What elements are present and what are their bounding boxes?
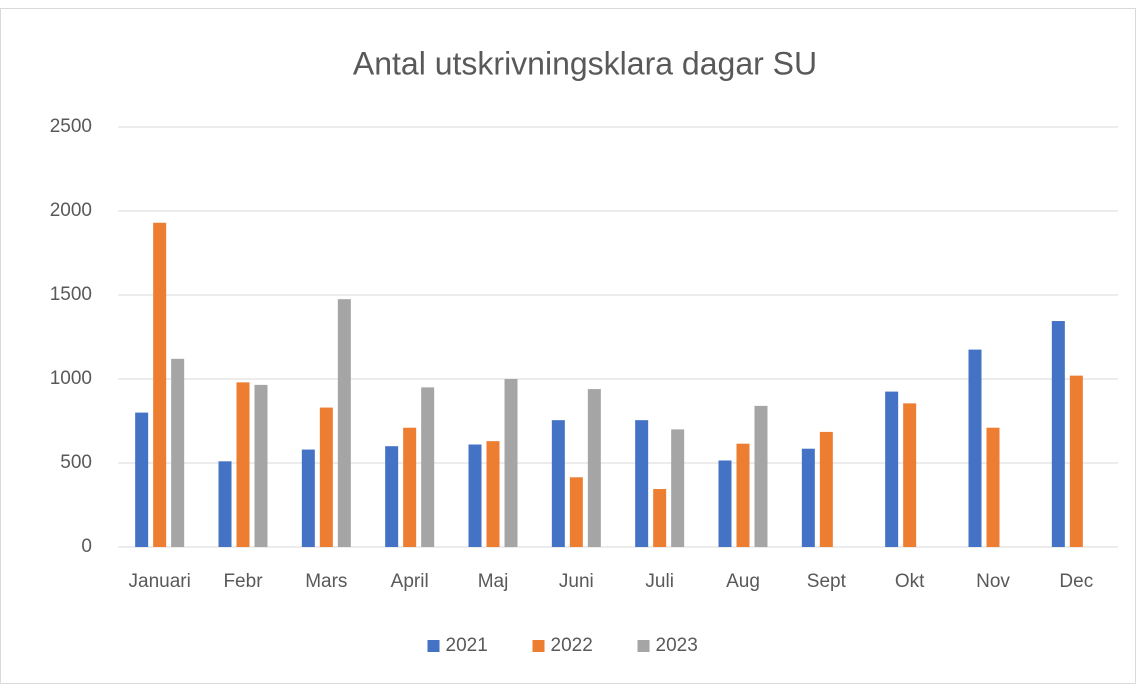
bar [1051,321,1065,547]
x-tick-label: Aug [726,571,760,592]
x-tick-label: Okt [895,571,925,592]
y-tick-label: 1000 [50,368,92,389]
legend-swatch [532,640,545,652]
legend-label: 2022 [551,635,593,656]
bar [421,387,435,547]
bar [218,461,232,547]
bar [135,412,149,547]
bar [504,379,518,547]
bar [986,427,1000,547]
x-tick-label: Januari [129,571,191,592]
legend-swatch [637,640,650,652]
x-tick-label: Sept [807,571,847,592]
y-tick-label: 2000 [50,200,92,221]
bar [385,446,399,547]
bar [635,420,649,547]
y-tick-label: 2500 [50,116,92,137]
legend-label: 2021 [446,635,488,656]
bar [468,444,482,547]
bar [1069,375,1083,547]
bar [171,358,185,547]
bar [254,384,268,547]
x-tick-label: Maj [478,571,509,592]
x-tick-label: Juli [645,571,674,592]
bar [236,382,250,547]
x-tick-label: Juni [559,571,594,592]
legend-swatch [427,640,440,652]
bar [403,427,417,547]
bar [337,299,351,547]
bar [885,391,899,547]
bar [587,389,601,547]
legend-label: 2023 [656,635,698,656]
bar [319,407,333,547]
bar [569,477,583,547]
chart-frame [0,8,1136,684]
x-tick-label: April [391,571,429,592]
bar [801,448,815,547]
y-tick-label: 1500 [50,284,92,305]
x-tick-label: Febr [223,571,263,592]
bar [968,349,982,547]
x-tick-label: Nov [976,571,1010,592]
x-tick-label: Mars [305,571,347,592]
bar [653,489,667,547]
bar [671,429,685,547]
bar [551,420,565,547]
bar [486,441,500,547]
y-tick-label: 500 [60,452,92,473]
bar [819,431,833,547]
bar [754,405,768,547]
y-tick-label: 0 [81,536,92,557]
x-tick-label: Dec [1059,571,1093,592]
bar [718,460,732,547]
bar [301,449,315,547]
bar [903,403,917,547]
chart-title: Antal utskrivningsklara dagar SU [353,45,817,81]
bar [153,222,167,547]
bar [736,443,750,547]
